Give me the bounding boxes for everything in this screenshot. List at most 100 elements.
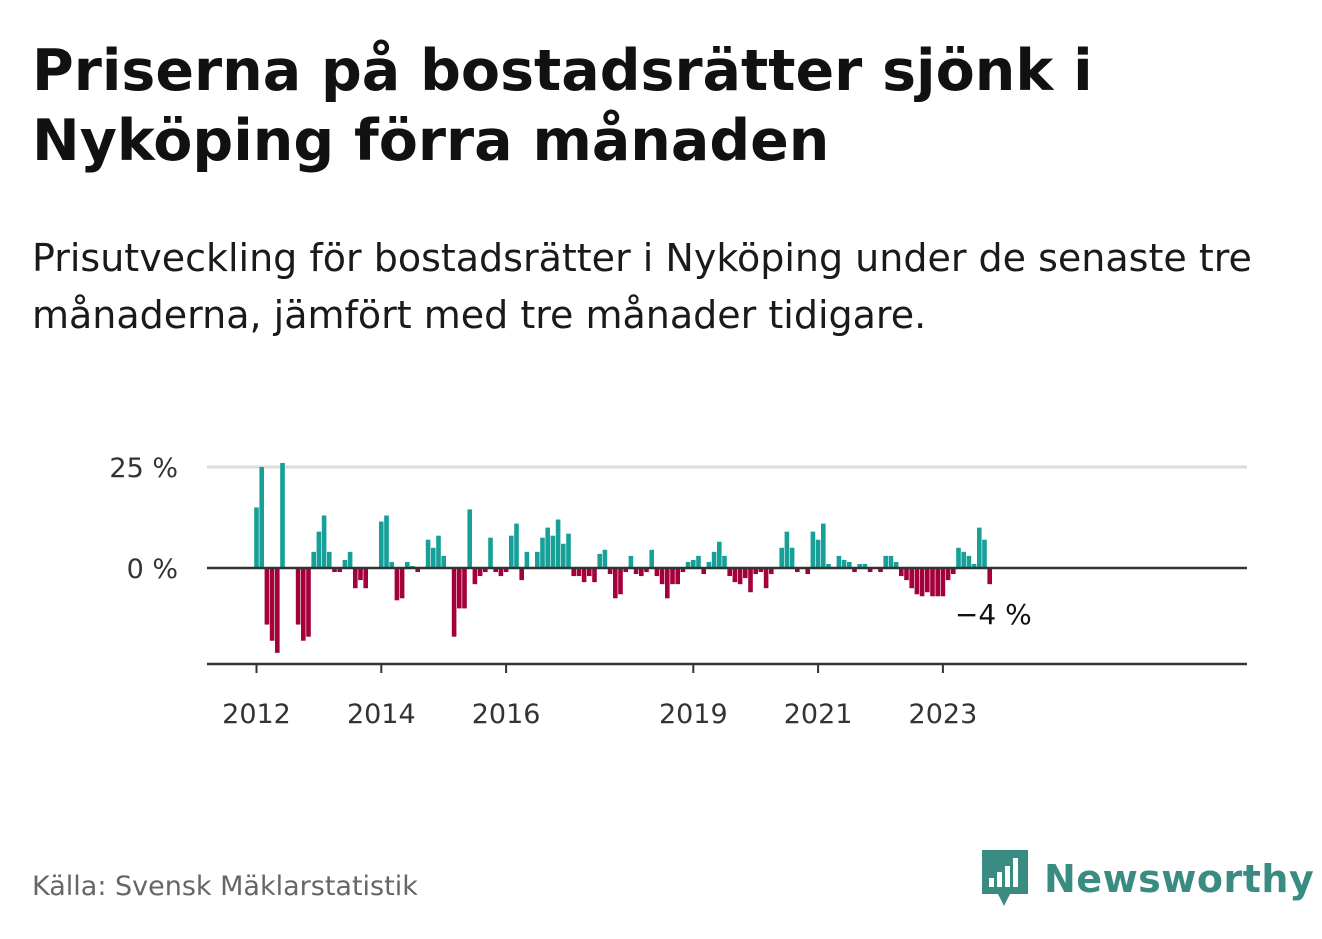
bar <box>431 547 436 568</box>
bar <box>425 539 431 568</box>
bar <box>337 568 342 573</box>
bar <box>561 543 566 568</box>
bar <box>857 563 862 568</box>
bar <box>389 561 394 568</box>
bar <box>524 551 530 568</box>
bar <box>264 568 270 625</box>
bar <box>394 568 400 601</box>
bar <box>982 539 987 568</box>
bar <box>399 568 405 599</box>
bar <box>878 568 883 573</box>
source-note: Källa: Svensk Mäklarstatistik <box>32 871 418 902</box>
bar <box>628 555 634 568</box>
bar <box>951 568 956 575</box>
bar <box>602 549 608 568</box>
bar <box>545 527 550 568</box>
bar <box>821 523 826 568</box>
x-tick-label: 2021 <box>784 699 853 730</box>
bar <box>457 568 462 609</box>
bar <box>784 531 790 568</box>
bar <box>940 568 946 597</box>
bar <box>618 568 623 595</box>
bar <box>358 568 363 581</box>
bar <box>488 537 493 568</box>
bar <box>836 555 842 568</box>
bar <box>899 568 904 577</box>
bar <box>649 549 654 568</box>
bar <box>805 568 810 575</box>
bar <box>717 541 722 568</box>
bar <box>691 559 696 568</box>
bar <box>301 568 306 641</box>
bar <box>503 568 509 573</box>
bar <box>909 568 914 589</box>
bar <box>763 568 769 589</box>
bar <box>748 568 753 593</box>
bar <box>680 568 686 573</box>
bar <box>743 568 748 579</box>
bar <box>363 568 368 589</box>
bar <box>509 535 514 568</box>
newsworthy-logo-icon <box>982 850 1028 906</box>
bar <box>467 509 472 568</box>
bar <box>893 561 899 568</box>
bar <box>597 553 602 568</box>
bar <box>477 568 483 577</box>
bar <box>883 555 888 568</box>
bar <box>665 568 670 599</box>
bar <box>306 568 311 637</box>
bar <box>711 551 717 568</box>
bar <box>441 555 446 568</box>
bar <box>493 568 498 573</box>
bar <box>592 568 597 583</box>
bar <box>581 568 587 583</box>
bar <box>639 568 644 577</box>
bar <box>550 535 556 568</box>
bar <box>685 561 691 568</box>
bar <box>987 568 992 585</box>
bar <box>514 523 519 568</box>
bar <box>295 568 301 625</box>
bar <box>758 568 764 573</box>
bar <box>888 555 894 568</box>
chart-subtitle: Prisutveckling för bostadsrätter i Nyköp… <box>32 236 1252 337</box>
bar <box>540 537 545 568</box>
bar <box>607 568 613 575</box>
bar <box>654 568 660 577</box>
bar <box>462 568 467 609</box>
bar <box>316 531 322 568</box>
bar <box>795 568 800 573</box>
bar <box>925 568 930 593</box>
y-tick-label: 0 % <box>127 554 178 585</box>
bar <box>961 551 966 568</box>
bar <box>852 568 857 573</box>
bar <box>935 568 940 597</box>
last-value-label: −4 % <box>955 598 1032 631</box>
bar <box>451 568 457 637</box>
bar <box>847 561 852 568</box>
bar <box>519 568 524 581</box>
bar <box>472 568 478 585</box>
bar <box>384 515 389 568</box>
bar <box>566 533 571 568</box>
bar <box>737 568 743 585</box>
bar <box>753 568 758 575</box>
bar <box>342 559 348 568</box>
bar <box>571 568 576 577</box>
newsworthy-logo: Newsworthy <box>980 848 1314 910</box>
bar <box>555 519 561 568</box>
bar <box>696 555 701 568</box>
bar <box>327 551 332 568</box>
bar <box>789 547 795 568</box>
bar <box>633 568 639 575</box>
bar <box>321 515 327 568</box>
bar <box>587 568 592 577</box>
bar <box>841 559 847 568</box>
bar <box>347 551 353 568</box>
chart-title: Priserna på bostadsrätter sjönk i Nyköpi… <box>32 38 1093 174</box>
x-tick-label: 2019 <box>659 699 728 730</box>
bar <box>701 568 706 575</box>
brand-name: Newsworthy <box>1044 857 1315 901</box>
bar <box>259 467 264 568</box>
bar <box>862 563 868 568</box>
